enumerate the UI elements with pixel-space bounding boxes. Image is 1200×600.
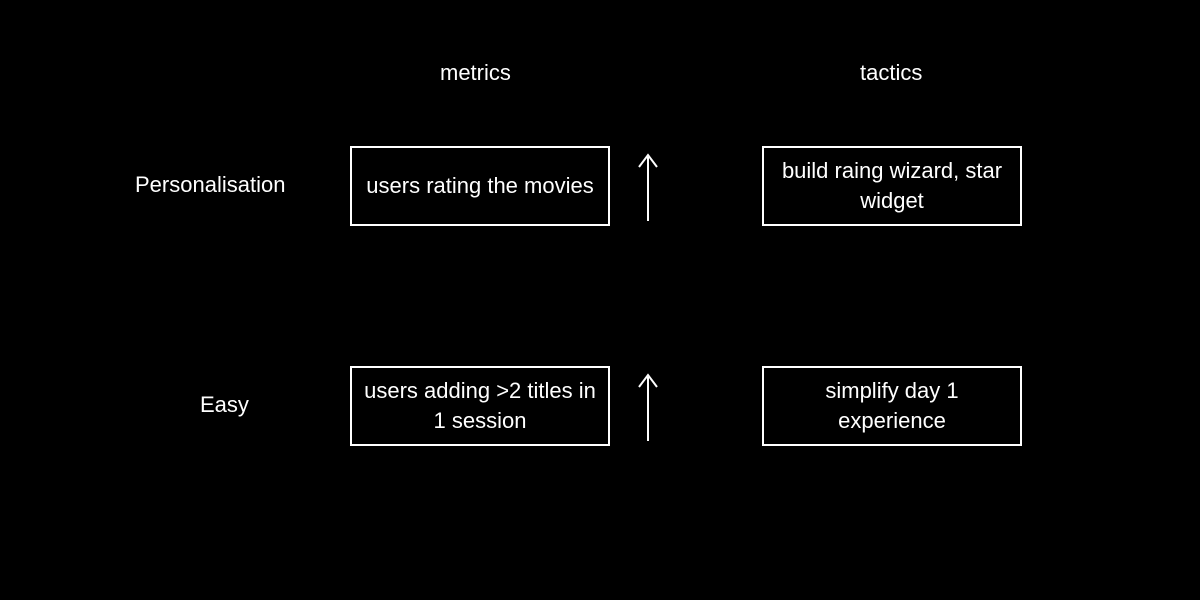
row-label-personalisation: Personalisation: [135, 172, 285, 198]
column-header-tactics: tactics: [860, 60, 922, 86]
row-label-easy: Easy: [200, 392, 249, 418]
arrow-up-icon: [636, 371, 660, 441]
diagram-container: metrics tactics Personalisation users ra…: [0, 0, 1200, 600]
metric-text-easy: users adding >2 titles in 1 session: [364, 376, 596, 435]
tactic-box-personalisation: build raing wizard, star widget: [762, 146, 1022, 226]
metric-text-personalisation: users rating the movies: [366, 171, 593, 201]
tactic-text-easy: simplify day 1 experience: [776, 376, 1008, 435]
tactic-text-personalisation: build raing wizard, star widget: [776, 156, 1008, 215]
column-header-metrics: metrics: [440, 60, 511, 86]
metric-box-personalisation: users rating the movies: [350, 146, 610, 226]
tactic-box-easy: simplify day 1 experience: [762, 366, 1022, 446]
arrow-up-icon: [636, 151, 660, 221]
metric-box-easy: users adding >2 titles in 1 session: [350, 366, 610, 446]
